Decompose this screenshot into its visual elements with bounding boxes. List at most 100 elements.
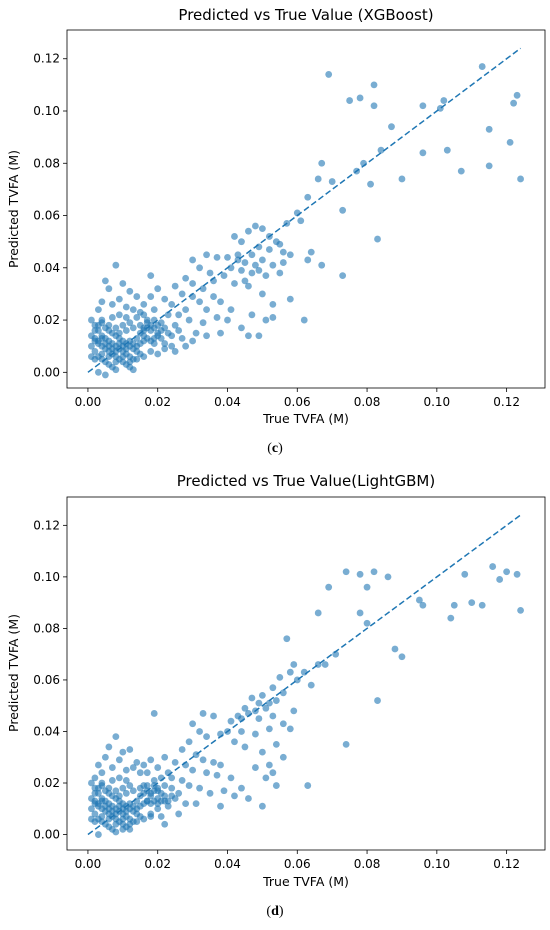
data-point xyxy=(231,738,238,746)
data-point xyxy=(245,332,252,340)
data-point xyxy=(175,311,183,319)
data-point xyxy=(112,324,120,332)
data-point xyxy=(105,285,113,293)
data-point xyxy=(168,774,176,782)
data-point xyxy=(231,792,238,800)
data-point xyxy=(517,606,524,614)
data-point xyxy=(272,697,280,704)
data-point xyxy=(276,240,284,248)
x-tick-label: 0.08 xyxy=(354,395,381,409)
data-point xyxy=(161,324,169,332)
data-point xyxy=(206,269,214,277)
data-point xyxy=(164,802,172,810)
data-point xyxy=(279,720,287,728)
data-point xyxy=(213,253,221,261)
data-point xyxy=(140,761,148,769)
data-point xyxy=(140,311,148,319)
data-point xyxy=(122,807,130,815)
data-point xyxy=(178,746,186,753)
data-point xyxy=(318,159,326,167)
data-point xyxy=(272,782,280,789)
data-point xyxy=(342,568,350,576)
data-point xyxy=(227,774,235,782)
data-point xyxy=(258,748,266,756)
data-point xyxy=(314,661,322,668)
data-point xyxy=(360,159,367,167)
data-point xyxy=(304,256,312,264)
data-point xyxy=(192,751,200,759)
data-point xyxy=(220,272,228,280)
data-point xyxy=(112,820,120,828)
data-point xyxy=(154,764,162,771)
data-point xyxy=(517,175,524,183)
data-point xyxy=(122,766,130,774)
data-point xyxy=(105,353,113,361)
y-axis-label: Predicted TVFA (M) xyxy=(6,614,21,732)
data-point xyxy=(168,300,176,308)
data-point xyxy=(440,97,448,104)
data-point xyxy=(171,348,179,355)
data-point xyxy=(248,694,256,702)
data-point xyxy=(143,782,151,789)
data-point xyxy=(367,180,374,188)
data-point xyxy=(98,350,106,358)
data-point xyxy=(314,175,322,183)
data-point xyxy=(147,293,155,300)
data-point xyxy=(370,568,378,576)
y-tick-label: 0.12 xyxy=(33,52,60,66)
data-point xyxy=(105,815,113,823)
data-point xyxy=(98,298,106,306)
data-point xyxy=(356,609,364,617)
data-point xyxy=(262,316,270,324)
data-point xyxy=(210,277,217,285)
data-point xyxy=(245,795,252,802)
data-point xyxy=(168,792,176,800)
data-point xyxy=(252,261,259,269)
data-point xyxy=(126,319,134,327)
data-point xyxy=(513,570,521,578)
data-point xyxy=(304,193,312,201)
data-point xyxy=(143,769,151,777)
data-point xyxy=(203,733,210,741)
panel-caption-letter: d xyxy=(271,904,279,919)
data-point xyxy=(91,818,99,826)
data-point xyxy=(133,334,141,342)
data-point xyxy=(178,290,186,298)
data-point xyxy=(339,272,347,280)
data-point xyxy=(262,704,270,712)
data-point xyxy=(150,710,158,717)
data-point xyxy=(217,298,224,306)
data-point xyxy=(238,238,245,246)
y-tick-label: 0.06 xyxy=(33,673,60,687)
data-point xyxy=(95,831,102,838)
data-point xyxy=(269,769,277,777)
y-axis-label: Predicted TVFA (M) xyxy=(6,150,21,268)
data-point xyxy=(136,784,144,792)
data-point xyxy=(300,668,308,676)
data-point xyxy=(419,601,427,609)
data-point xyxy=(189,766,197,774)
data-point xyxy=(203,332,210,340)
data-point xyxy=(178,777,186,784)
data-point xyxy=(307,248,315,256)
y-tick-label: 0.08 xyxy=(33,621,60,635)
data-point xyxy=(115,329,123,337)
data-point xyxy=(119,748,127,756)
x-tick-label: 0.06 xyxy=(284,857,311,871)
data-point xyxy=(154,350,162,358)
data-point xyxy=(119,280,127,287)
data-point xyxy=(133,314,141,321)
data-point xyxy=(510,99,517,107)
data-point xyxy=(231,280,238,287)
data-point xyxy=(136,321,144,329)
x-axis-ticks: 0.00 0.02 0.04 0.06 0.08 0.10 0.12 xyxy=(75,850,520,871)
data-point xyxy=(91,789,99,797)
data-point xyxy=(133,797,141,805)
data-point xyxy=(119,321,127,329)
data-point xyxy=(150,306,158,314)
data-point xyxy=(91,810,99,818)
x-tick-label: 0.02 xyxy=(144,395,171,409)
data-point xyxy=(415,596,423,604)
data-point xyxy=(391,645,399,653)
data-point xyxy=(374,235,381,243)
